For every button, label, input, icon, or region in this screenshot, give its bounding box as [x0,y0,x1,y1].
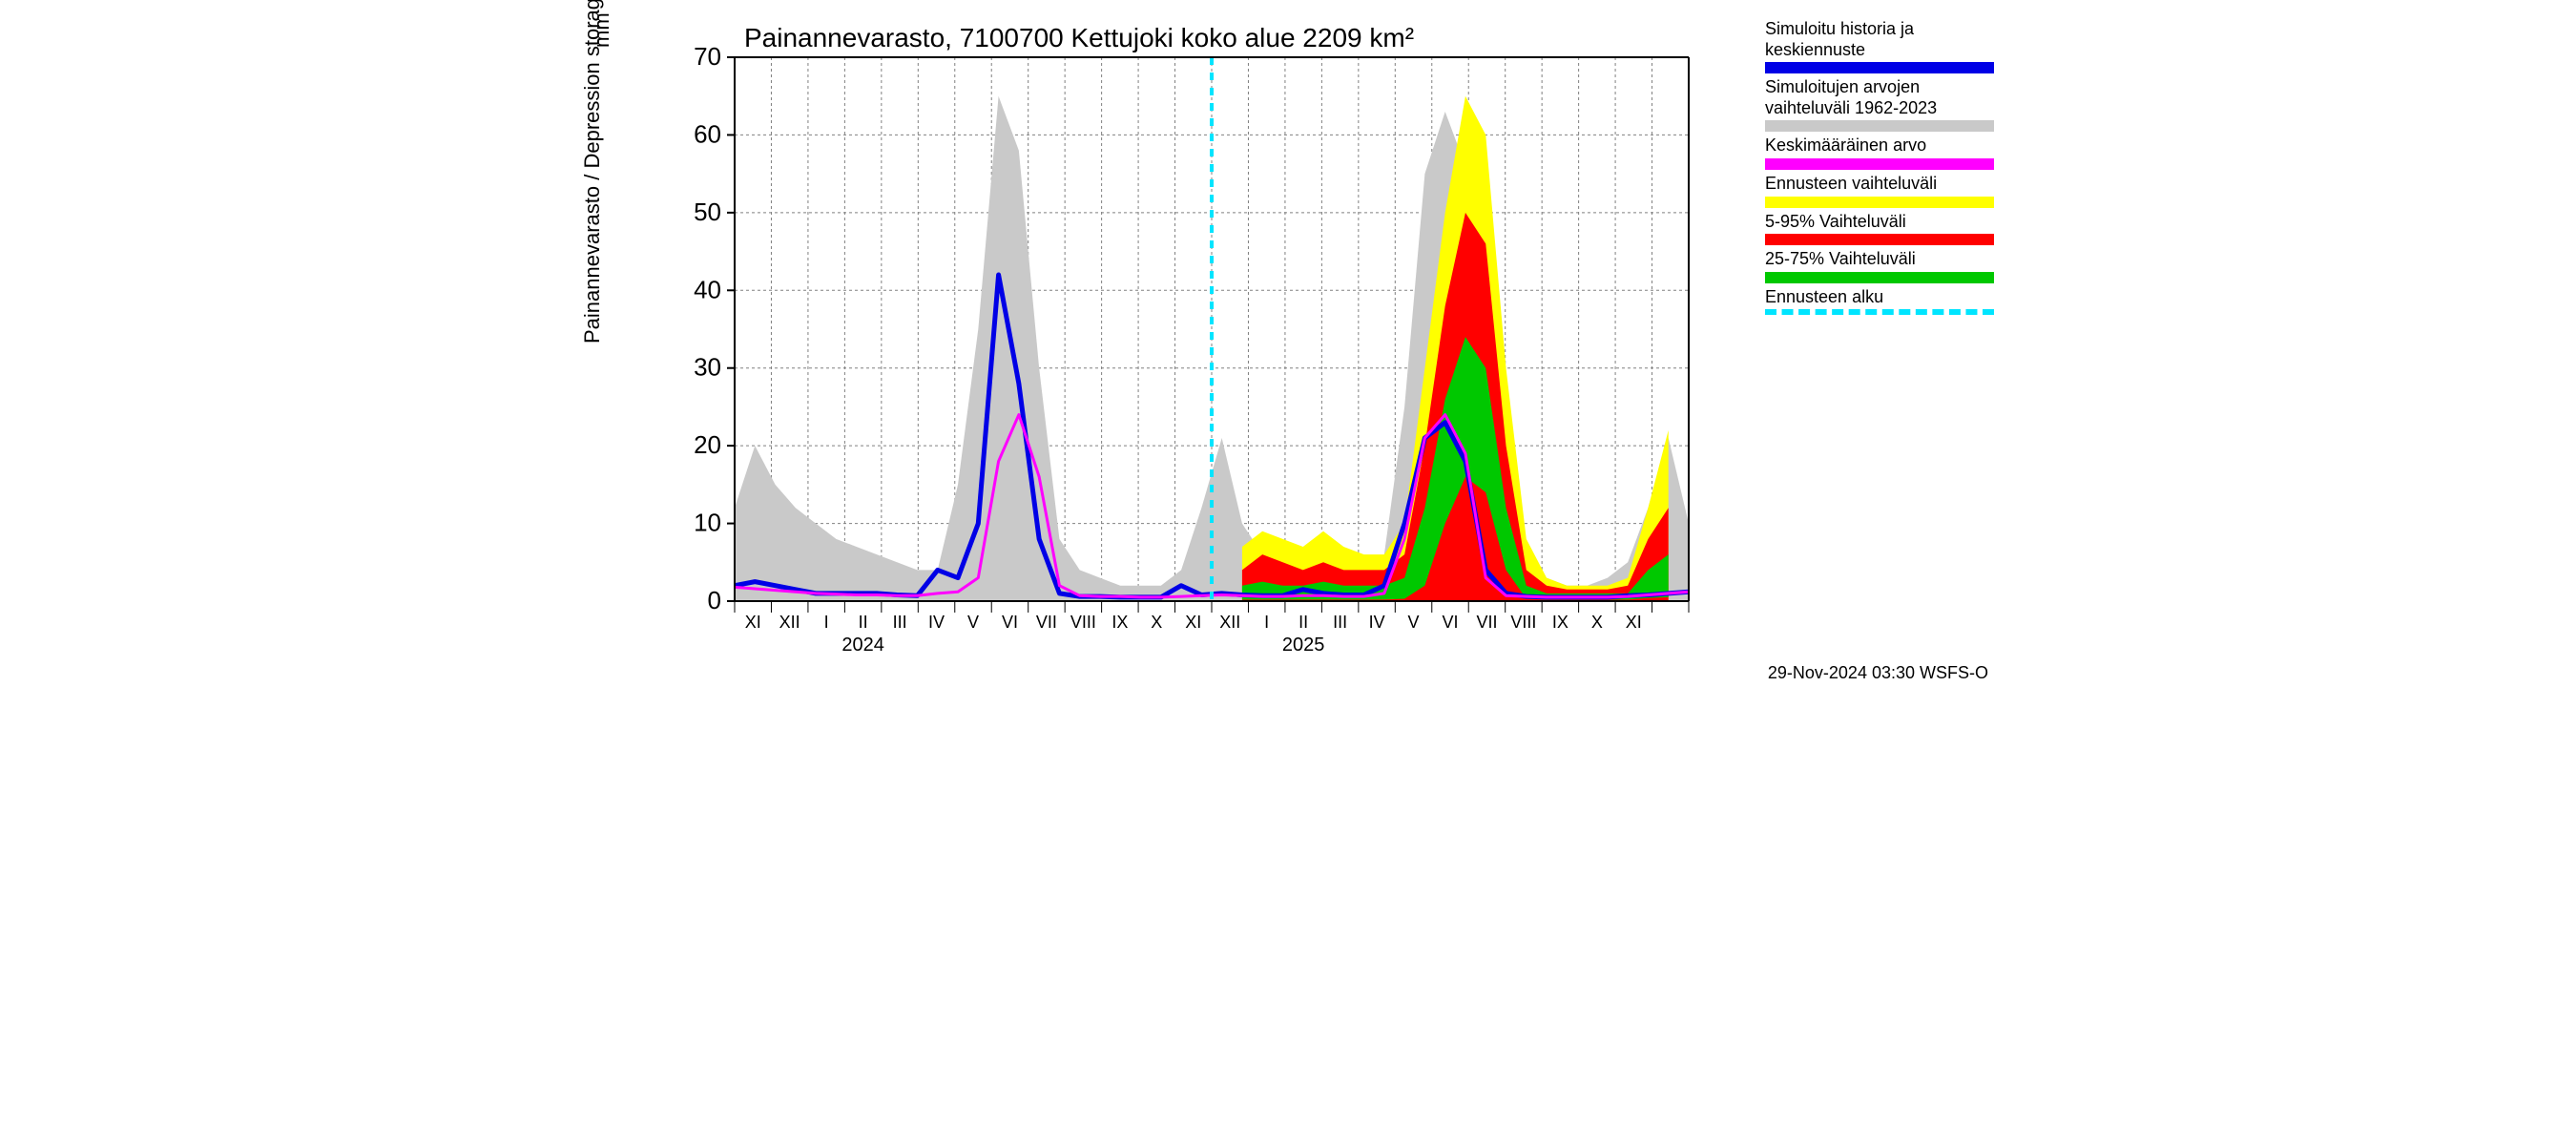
legend-item: Keskimääräinen arvo [1765,135,1994,170]
svg-text:IX: IX [1552,613,1568,632]
legend-item: Ennusteen alku [1765,287,1994,316]
svg-text:XII: XII [779,613,800,632]
chart-title: Painannevarasto, 7100700 Kettujoki koko … [744,23,1414,53]
legend-label: Ennusteen alku [1765,287,1994,308]
svg-text:V: V [967,613,979,632]
legend-swatch [1765,197,1994,208]
svg-text:20: 20 [694,430,721,459]
legend-swatch [1765,62,1994,73]
timestamp-footer: 29-Nov-2024 03:30 WSFS-O [1768,663,1988,683]
legend-item: Ennusteen vaihteluväli [1765,174,1994,208]
svg-text:10: 10 [694,509,721,537]
svg-text:VII: VII [1036,613,1057,632]
legend-label: 5-95% Vaihteluväli [1765,212,1994,233]
svg-text:70: 70 [694,42,721,71]
legend-item: 25-75% Vaihteluväli [1765,249,1994,283]
svg-text:XI: XI [1626,613,1642,632]
svg-text:II: II [859,613,868,632]
svg-text:IX: IX [1111,613,1128,632]
svg-text:50: 50 [694,198,721,226]
svg-text:2025: 2025 [1282,635,1325,656]
legend-swatch [1765,272,1994,283]
legend: Simuloitu historia ja keskiennuste Simulo… [1765,19,1994,319]
svg-text:III: III [893,613,907,632]
svg-text:X: X [1151,613,1162,632]
legend-swatch [1765,158,1994,170]
legend-label: Simuloitu historia ja keskiennuste [1765,19,1994,60]
svg-text:0: 0 [708,586,721,614]
svg-text:2024: 2024 [841,635,884,656]
svg-text:30: 30 [694,353,721,382]
chart-container: mm Painannevarasto / Depression storage … [572,0,2004,687]
svg-text:40: 40 [694,275,721,303]
legend-label: 25-75% Vaihteluväli [1765,249,1994,270]
legend-label: Ennusteen vaihteluväli [1765,174,1994,195]
legend-item: Simuloitu historia ja keskiennuste [1765,19,1994,73]
svg-text:IV: IV [1369,613,1385,632]
svg-text:X: X [1591,613,1603,632]
legend-label: Keskimääräinen arvo [1765,135,1994,156]
svg-text:I: I [1264,613,1269,632]
svg-text:VI: VI [1002,613,1018,632]
svg-text:XI: XI [1185,613,1201,632]
legend-swatch [1765,120,1994,132]
legend-swatch [1765,309,1994,315]
svg-text:VIII: VIII [1070,613,1096,632]
legend-swatch [1765,234,1994,245]
svg-text:VII: VII [1476,613,1497,632]
svg-text:I: I [824,613,829,632]
legend-label: Simuloitujen arvojen vaihteluväli 1962-2… [1765,77,1994,118]
svg-text:VIII: VIII [1510,613,1536,632]
y-axis-label: Painannevarasto / Depression storage [580,0,605,344]
svg-text:XII: XII [1219,613,1240,632]
svg-text:XI: XI [745,613,761,632]
svg-text:III: III [1333,613,1347,632]
svg-text:IV: IV [928,613,945,632]
svg-text:V: V [1408,613,1420,632]
svg-text:60: 60 [694,119,721,148]
legend-item: 5-95% Vaihteluväli [1765,212,1994,246]
svg-text:II: II [1298,613,1308,632]
legend-item: Simuloitujen arvojen vaihteluväli 1962-2… [1765,77,1994,132]
svg-text:VI: VI [1442,613,1458,632]
